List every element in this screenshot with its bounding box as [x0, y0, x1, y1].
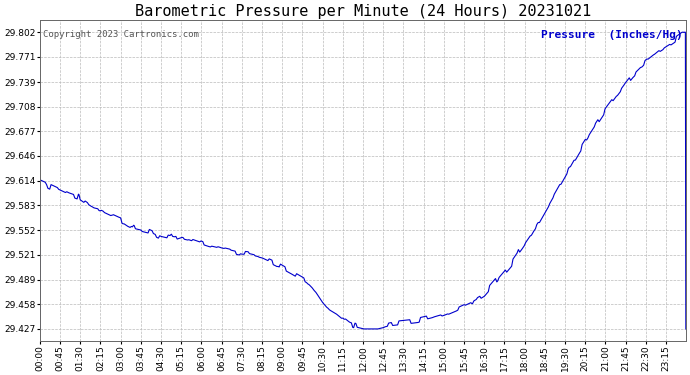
Title: Barometric Pressure per Minute (24 Hours) 20231021: Barometric Pressure per Minute (24 Hours…	[135, 4, 591, 19]
Text: Pressure  (Inches/Hg): Pressure (Inches/Hg)	[541, 30, 682, 40]
Text: Copyright 2023 Cartronics.com: Copyright 2023 Cartronics.com	[43, 30, 199, 39]
